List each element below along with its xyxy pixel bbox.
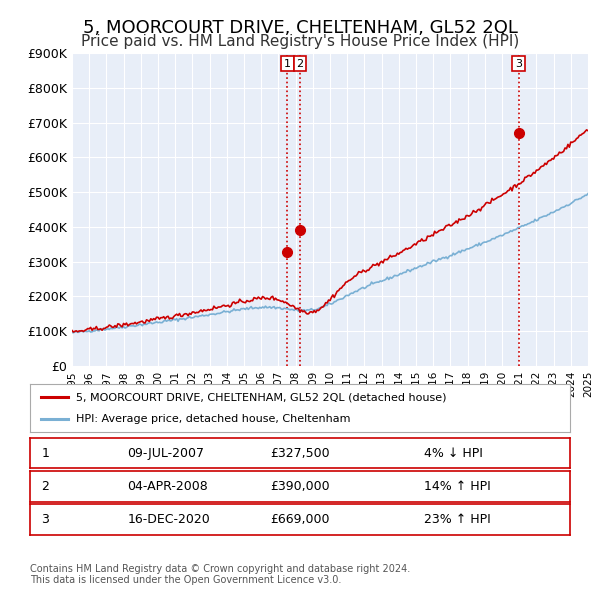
Text: 4% ↓ HPI: 4% ↓ HPI	[424, 447, 483, 460]
Text: 09-JUL-2007: 09-JUL-2007	[127, 447, 204, 460]
Text: 23% ↑ HPI: 23% ↑ HPI	[424, 513, 491, 526]
Text: £327,500: £327,500	[270, 447, 330, 460]
Text: 14% ↑ HPI: 14% ↑ HPI	[424, 480, 491, 493]
Text: HPI: Average price, detached house, Cheltenham: HPI: Average price, detached house, Chel…	[76, 414, 350, 424]
Text: 16-DEC-2020: 16-DEC-2020	[127, 513, 210, 526]
Text: 5, MOORCOURT DRIVE, CHELTENHAM, GL52 2QL: 5, MOORCOURT DRIVE, CHELTENHAM, GL52 2QL	[83, 19, 517, 37]
Text: Price paid vs. HM Land Registry's House Price Index (HPI): Price paid vs. HM Land Registry's House …	[81, 34, 519, 49]
Text: £669,000: £669,000	[270, 513, 330, 526]
Text: 2: 2	[41, 480, 49, 493]
Text: £390,000: £390,000	[270, 480, 330, 493]
Text: 1: 1	[284, 58, 291, 68]
Text: 3: 3	[41, 513, 49, 526]
Text: 5, MOORCOURT DRIVE, CHELTENHAM, GL52 2QL (detached house): 5, MOORCOURT DRIVE, CHELTENHAM, GL52 2QL…	[76, 392, 446, 402]
Text: 04-APR-2008: 04-APR-2008	[127, 480, 208, 493]
Text: 1: 1	[41, 447, 49, 460]
Text: Contains HM Land Registry data © Crown copyright and database right 2024.
This d: Contains HM Land Registry data © Crown c…	[30, 563, 410, 585]
Text: 3: 3	[515, 58, 522, 68]
Text: 2: 2	[296, 58, 304, 68]
